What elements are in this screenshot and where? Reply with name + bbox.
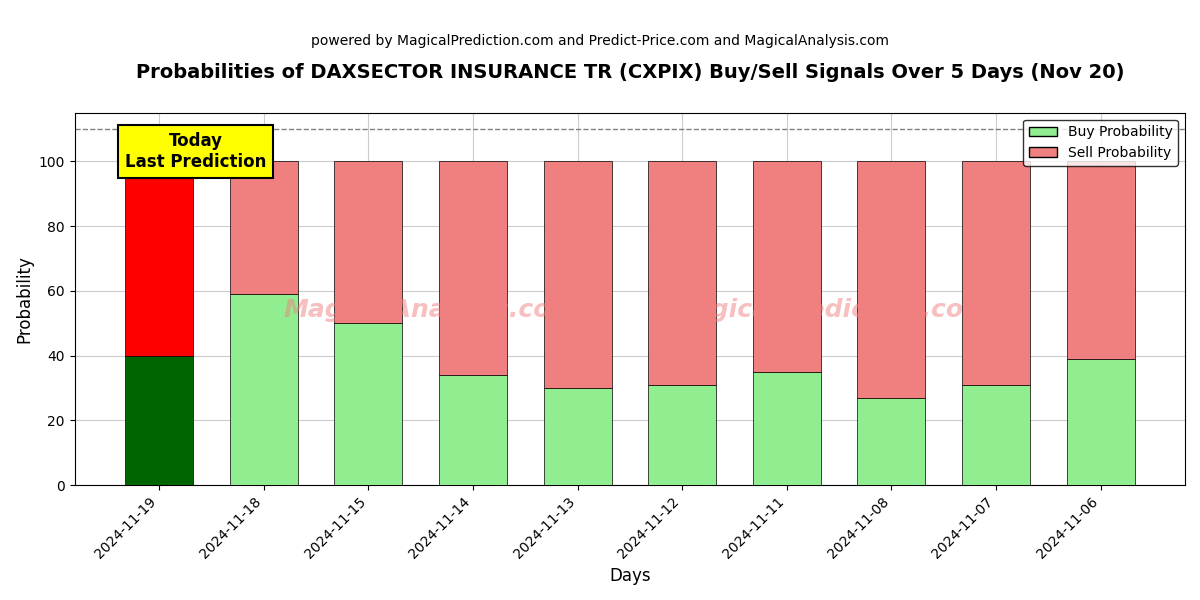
Bar: [962, 385, 1030, 485]
Bar: [229, 161, 298, 294]
Bar: [857, 398, 925, 485]
Text: MagicalPrediction.com: MagicalPrediction.com: [670, 298, 990, 322]
Bar: [752, 161, 821, 372]
Bar: [752, 372, 821, 485]
Bar: [962, 161, 1030, 385]
Bar: [125, 356, 193, 485]
Bar: [439, 375, 506, 485]
Bar: [648, 385, 716, 485]
X-axis label: Days: Days: [610, 567, 650, 585]
Bar: [1067, 359, 1134, 485]
Text: Today
Last Prediction: Today Last Prediction: [125, 132, 266, 171]
Y-axis label: Probability: Probability: [16, 255, 34, 343]
Bar: [335, 161, 402, 323]
Title: Probabilities of DAXSECTOR INSURANCE TR (CXPIX) Buy/Sell Signals Over 5 Days (No: Probabilities of DAXSECTOR INSURANCE TR …: [136, 63, 1124, 82]
Bar: [544, 161, 612, 388]
Bar: [857, 161, 925, 398]
Bar: [648, 161, 716, 385]
Bar: [439, 161, 506, 375]
Bar: [1067, 161, 1134, 359]
Bar: [544, 388, 612, 485]
Bar: [125, 161, 193, 356]
Bar: [335, 323, 402, 485]
Legend: Buy Probability, Sell Probability: Buy Probability, Sell Probability: [1024, 119, 1178, 166]
Text: MagicalAnalysis.com: MagicalAnalysis.com: [283, 298, 577, 322]
Bar: [229, 294, 298, 485]
Text: powered by MagicalPrediction.com and Predict-Price.com and MagicalAnalysis.com: powered by MagicalPrediction.com and Pre…: [311, 34, 889, 48]
